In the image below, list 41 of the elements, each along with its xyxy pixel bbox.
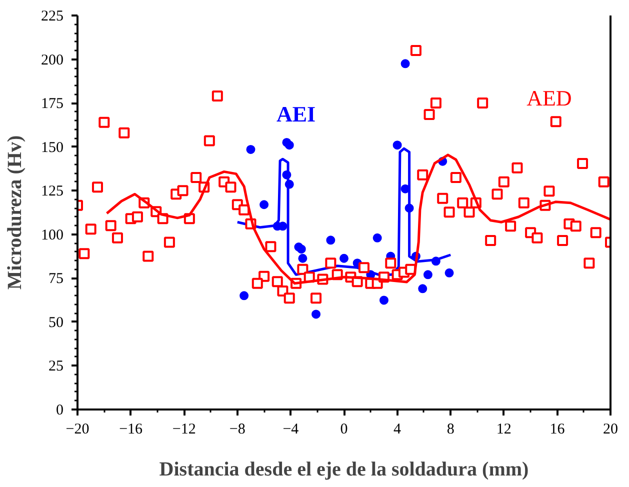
point xyxy=(260,200,269,210)
point xyxy=(246,144,256,154)
x-tick-label: −20 xyxy=(66,422,90,438)
y-tick-label: 150 xyxy=(41,140,64,156)
y-axis-title: Microdureza (Hv) xyxy=(4,135,26,290)
y-tick-label: 0 xyxy=(56,402,64,418)
x-tick-label: 4 xyxy=(394,422,402,438)
x-tick-label: 12 xyxy=(496,422,512,438)
x-tick-label: −4 xyxy=(282,422,300,438)
y-tick-label: 125 xyxy=(41,184,64,200)
y-tick-label: 75 xyxy=(48,271,64,288)
x-tick-label: 8 xyxy=(446,422,454,438)
point xyxy=(340,254,348,263)
point xyxy=(296,244,306,254)
y-tick-label: 50 xyxy=(48,314,64,331)
point xyxy=(423,270,432,280)
point xyxy=(444,268,454,278)
point xyxy=(418,284,428,294)
point xyxy=(312,310,321,319)
point xyxy=(298,254,308,263)
point xyxy=(240,291,249,300)
annotation: AEI xyxy=(276,102,316,126)
x-tick-label: 0 xyxy=(340,422,348,438)
point xyxy=(379,296,388,305)
point xyxy=(326,236,336,245)
x-tick-label: −16 xyxy=(119,422,144,438)
x-axis-title: Distancia desde el eje de la soldadura (mm) xyxy=(159,458,529,480)
y-tick-label: 225 xyxy=(41,8,64,24)
x-tick-label: −12 xyxy=(172,422,196,438)
point xyxy=(372,233,382,242)
y-tick-label: 25 xyxy=(48,358,64,375)
y-tick-label: 175 xyxy=(41,96,64,112)
x-tick-label: −8 xyxy=(229,422,246,438)
point xyxy=(284,140,294,150)
point xyxy=(400,59,410,68)
point xyxy=(392,140,402,150)
y-tick-label: 100 xyxy=(41,227,64,244)
y-tick-label: 200 xyxy=(41,52,64,68)
x-tick-label: 16 xyxy=(550,422,566,438)
x-tick-label: 20 xyxy=(603,422,618,438)
annotation: AED xyxy=(526,86,572,111)
